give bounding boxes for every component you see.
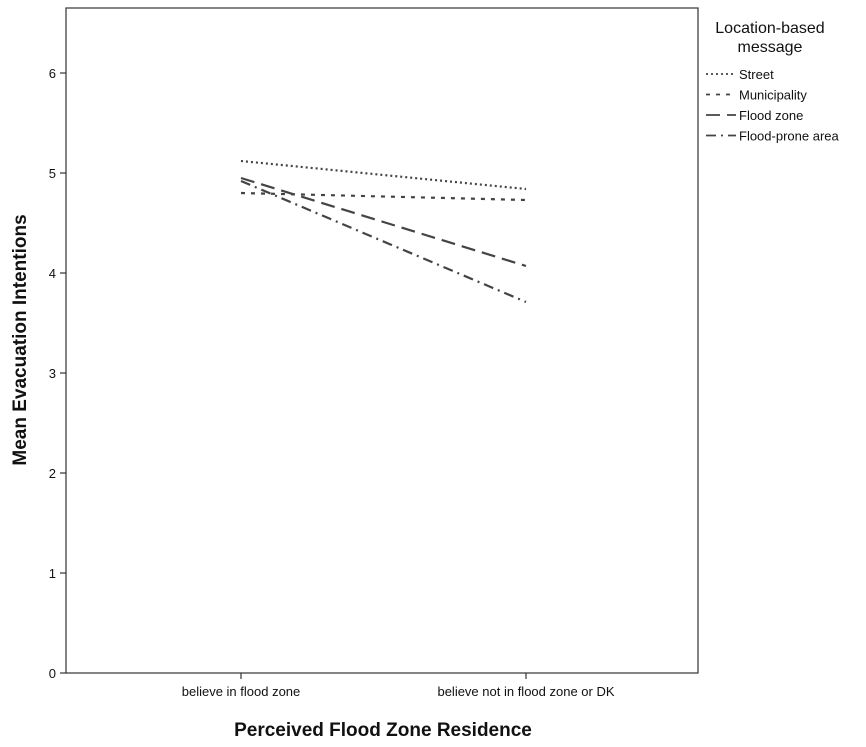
legend-title-line1: Location-based — [715, 20, 824, 37]
y-tick-label: 3 — [49, 366, 56, 381]
y-tick-label: 2 — [49, 466, 56, 481]
legend-label: Municipality — [739, 88, 807, 103]
legend-label: Flood-prone area — [739, 129, 839, 144]
y-axis: 0 1 2 3 4 5 6 — [49, 66, 66, 681]
legend-label: Flood zone — [739, 108, 803, 123]
x-axis-title: Perceived Flood Zone Residence — [234, 720, 532, 741]
series-line-municipality — [240, 191, 527, 202]
series-line-flood-zone — [240, 176, 527, 268]
y-tick-label: 5 — [49, 166, 56, 181]
legend-title-line2: message — [738, 39, 803, 56]
y-tick-label: 1 — [49, 566, 56, 581]
y-tick-label: 4 — [49, 266, 56, 281]
y-axis-title: Mean Evacuation Intentions — [10, 214, 31, 465]
plot-area-frame — [65, 7, 699, 674]
x-tick-label: believe not in flood zone or DK — [437, 684, 614, 699]
legend: Location-based message Street Municipalit… — [706, 20, 839, 144]
legend-label: Street — [739, 67, 774, 82]
series-line-flood-prone-area — [240, 179, 527, 304]
y-tick-label: 0 — [49, 666, 56, 681]
y-tick-label: 6 — [49, 66, 56, 81]
legend-items: Street Municipality Flood zone Flood-prone … — [706, 67, 839, 144]
x-tick-label: believe in flood zone — [182, 684, 301, 699]
series-lines — [240, 159, 527, 304]
x-axis: believe in flood zone believe not in floo… — [182, 673, 615, 699]
